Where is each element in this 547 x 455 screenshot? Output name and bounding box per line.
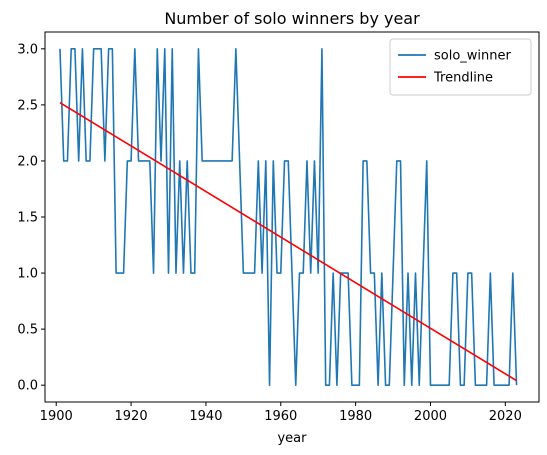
x-axis: 1900 1920 1940 1960 1980 2000 2020 [40,402,522,424]
x-tick-label: 2020 [489,409,522,424]
legend: solo_winner Trendline [389,38,532,96]
legend-entry: Trendline [433,71,493,86]
plot-frame [44,31,540,403]
y-tick-label: 2.0 [17,154,38,169]
legend-entry: solo_winner [434,49,512,64]
x-tick-label: 1980 [339,409,372,424]
y-tick-label: 2.5 [17,98,38,113]
x-tick-label: 1920 [115,409,148,424]
y-tick-label: 0.5 [17,323,38,338]
y-tick-label: 3.0 [17,42,38,57]
x-tick-label: 1900 [40,409,73,424]
series-layer [59,48,518,386]
y-tick-label: 1.5 [17,211,38,226]
legend-box [389,38,532,96]
y-axis: 0.0 0.5 1.0 1.5 2.0 2.5 3.0 [17,42,45,394]
y-tick-label: 0.0 [17,379,38,394]
y-tick-label: 1.0 [17,267,38,282]
x-tick-label: 1940 [189,409,222,424]
x-tick-label: 1960 [264,409,297,424]
chart-title: Number of solo winners by year [164,9,420,28]
series-line-solo-winner [59,48,518,386]
x-tick-label: 2000 [414,409,447,424]
series-line-trendline [59,101,517,382]
x-axis-label: year [277,431,307,446]
